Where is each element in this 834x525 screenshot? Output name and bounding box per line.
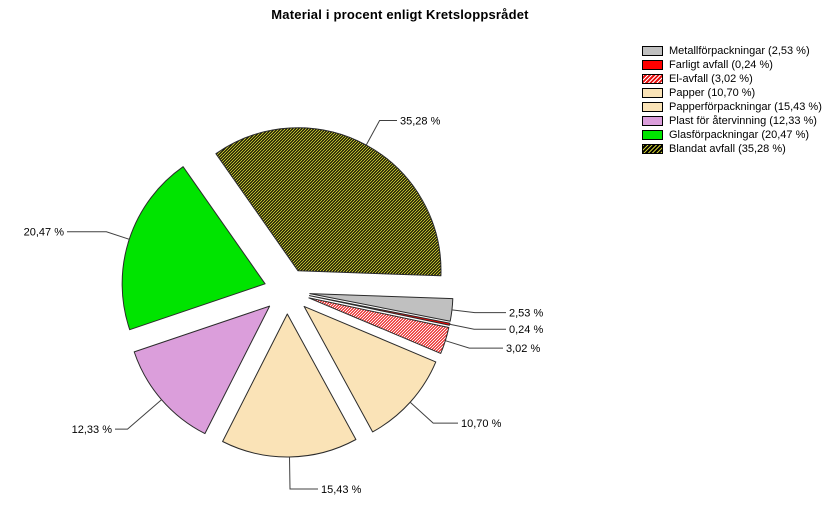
- legend-item-label: Plast för återvinning (12,33 %): [669, 115, 817, 127]
- legend-item-label: Blandat avfall (35,28 %): [669, 143, 786, 155]
- legend-swatch-el-avfall: [642, 74, 663, 84]
- legend-item-label: El-avfall (3,02 %): [669, 73, 753, 85]
- legend-swatch-farligt-avfall: [642, 60, 663, 70]
- legend-item-label: Glasförpackningar (20,47 %): [669, 129, 810, 141]
- legend-swatch-papperf-rpackningar: [642, 102, 663, 112]
- slice-value-label-metallf-rpackningar: 2,53 %: [509, 307, 543, 319]
- label-leader-line-plast-f-r-tervinning: [115, 399, 162, 430]
- label-leader-line-metallf-rpackningar: [451, 309, 506, 314]
- slice-value-label-el-avfall: 3,02 %: [506, 343, 540, 355]
- pie-slice-blandat-avfall: [215, 127, 442, 277]
- slice-value-label-papperf-rpackningar: 15,43 %: [321, 484, 362, 496]
- slice-value-label-glasf-rpackningar: 20,47 %: [24, 227, 65, 239]
- label-leader-line-papper: [409, 401, 458, 424]
- pie-slices-group: [121, 127, 454, 458]
- slice-value-label-papper: 10,70 %: [461, 418, 502, 430]
- legend-item-blandat-avfall: Blandat avfall (35,28 %): [642, 142, 822, 156]
- legend-swatch-plast-f-r-tervinning: [642, 116, 663, 126]
- chart-title: Material i procent enligt Kretsloppsråde…: [271, 7, 529, 22]
- label-leader-line-papperf-rpackningar: [289, 456, 318, 490]
- legend-item-metallf-rpackningar: Metallförpackningar (2,53 %): [642, 44, 822, 58]
- legend-item-label: Metallförpackningar (2,53 %): [669, 45, 810, 57]
- legend-swatch-blandat-avfall: [642, 144, 663, 154]
- legend-item-farligt-avfall: Farligt avfall (0,24 %): [642, 58, 822, 72]
- label-leader-line-blandat-avfall: [365, 120, 397, 146]
- legend-item-label: Papper (10,70 %): [669, 87, 756, 99]
- legend-item-label: Papperförpackningar (15,43 %): [669, 101, 822, 113]
- label-leader-line-farligt-avfall: [449, 323, 506, 330]
- label-leader-line-el-avfall: [445, 340, 503, 349]
- legend-item-papperf-rpackningar: Papperförpackningar (15,43 %): [642, 100, 822, 114]
- legend: Metallförpackningar (2,53 %) Farligt avfa…: [642, 44, 822, 156]
- pie-slice-papperf-rpackningar: [222, 313, 357, 458]
- pie-slice-glasf-rpackningar: [121, 166, 266, 331]
- legend-item-plast-f-r-tervinning: Plast för återvinning (12,33 %): [642, 114, 822, 128]
- pie-labels-group: 2,53 % 0,24 % 3,02 % 10,70 % 15,43 % 12,33 % 2…: [24, 115, 544, 496]
- legend-swatch-papper: [642, 88, 663, 98]
- legend-swatch-metallf-rpackningar: [642, 46, 663, 56]
- pie-slice-papper: [303, 305, 437, 433]
- legend-swatch-glasf-rpackningar: [642, 130, 663, 140]
- slice-value-label-plast-f-r-tervinning: 12,33 %: [72, 424, 113, 436]
- legend-item-label: Farligt avfall (0,24 %): [669, 59, 773, 71]
- legend-item-papper: Papper (10,70 %): [642, 86, 822, 100]
- legend-item-el-avfall: El-avfall (3,02 %): [642, 72, 822, 86]
- legend-item-glasf-rpackningar: Glasförpackningar (20,47 %): [642, 128, 822, 142]
- slice-value-label-blandat-avfall: 35,28 %: [400, 115, 441, 127]
- pie-slice-el-avfall: [308, 297, 450, 354]
- slice-value-label-farligt-avfall: 0,24 %: [509, 324, 543, 336]
- pie-slice-plast-f-r-tervinning: [133, 305, 271, 435]
- label-leader-line-glasf-rpackningar: [67, 231, 130, 240]
